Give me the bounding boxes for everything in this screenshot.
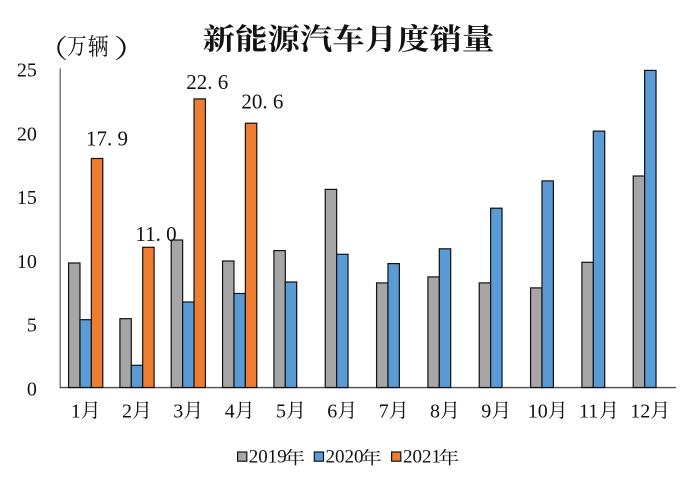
svg-text:6: 6 <box>327 400 337 422</box>
svg-text:20. 6: 20. 6 <box>241 89 283 113</box>
svg-text:22. 6: 22. 6 <box>186 70 228 94</box>
svg-text:10: 10 <box>528 400 548 422</box>
svg-text:2019: 2019 <box>249 447 287 468</box>
svg-text:7: 7 <box>379 400 389 422</box>
svg-text:0: 0 <box>27 379 37 401</box>
svg-text:17. 9: 17. 9 <box>86 126 128 150</box>
svg-text:25: 25 <box>17 60 37 82</box>
svg-text:2021: 2021 <box>403 447 441 468</box>
svg-text:11. 0: 11. 0 <box>135 222 176 246</box>
svg-text:5: 5 <box>27 315 37 337</box>
svg-text:5: 5 <box>276 400 286 422</box>
svg-text:2020: 2020 <box>326 447 364 468</box>
svg-text:20: 20 <box>17 123 37 145</box>
svg-text:10: 10 <box>17 251 37 273</box>
svg-text:8: 8 <box>430 400 440 422</box>
svg-text:11: 11 <box>579 400 598 422</box>
svg-text:9: 9 <box>481 400 491 422</box>
svg-text:12: 12 <box>630 400 650 422</box>
svg-text:2: 2 <box>122 400 132 422</box>
svg-text:1: 1 <box>71 400 81 422</box>
svg-text:4: 4 <box>225 400 235 422</box>
svg-text:3: 3 <box>173 400 183 422</box>
svg-text:15: 15 <box>17 187 37 209</box>
